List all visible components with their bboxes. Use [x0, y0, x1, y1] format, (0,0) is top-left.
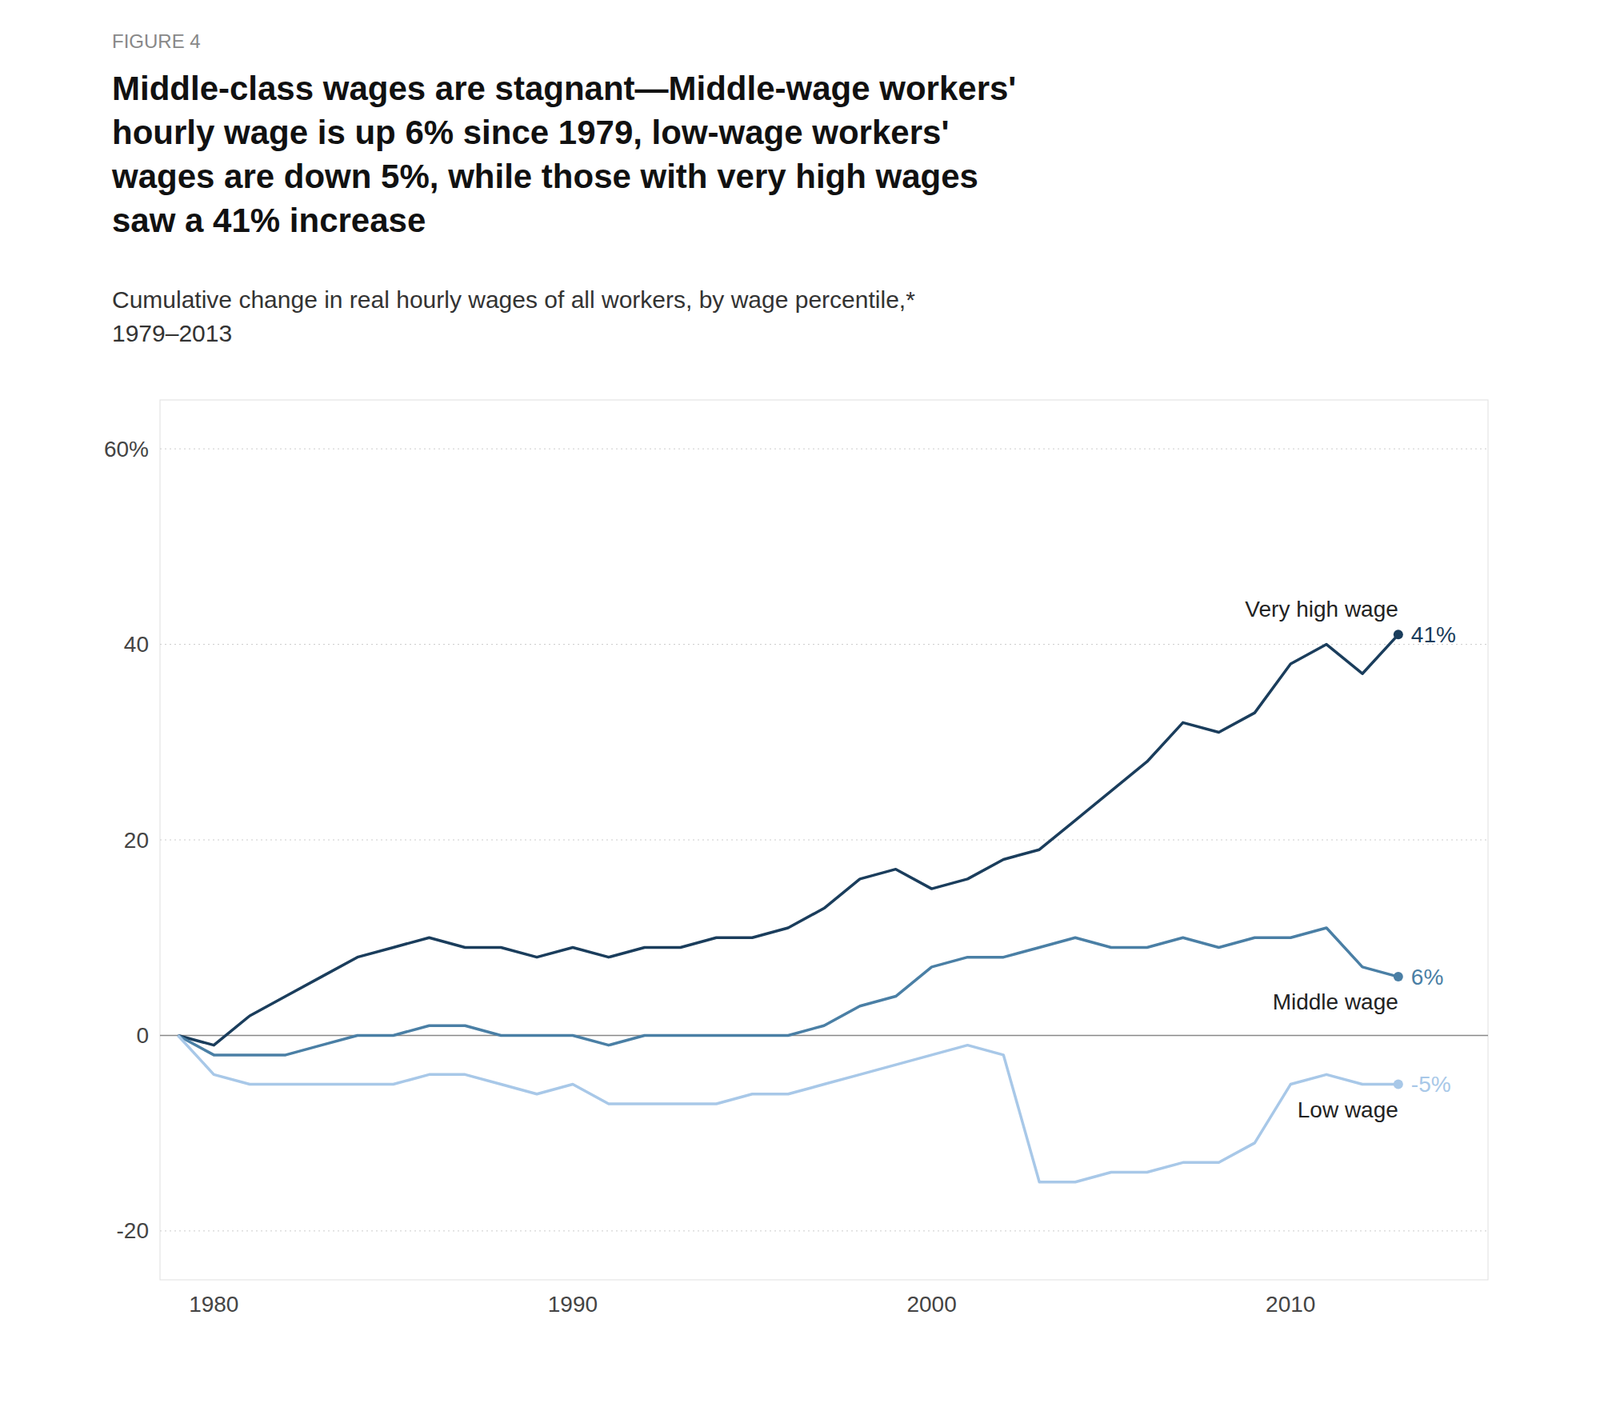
y-tick-label: -20	[116, 1218, 149, 1244]
title: Middle-class wages are stagnant—Middle-w…	[111, 69, 1016, 240]
end-label: 6%	[1411, 964, 1444, 990]
series-label: Low wage	[1297, 1097, 1399, 1123]
end-label: 41%	[1411, 622, 1456, 648]
series-label: Very high wage	[1244, 596, 1398, 622]
end-point	[1393, 629, 1404, 640]
grid-line	[160, 644, 1488, 645]
x-tick-label: 2000	[906, 1292, 956, 1317]
y-tick-label: 0	[136, 1023, 149, 1048]
series-label: Middle wage	[1272, 989, 1399, 1015]
series-line	[177, 634, 1398, 1045]
figure-label: FIGURE 4	[112, 30, 201, 52]
marks	[177, 629, 1403, 1182]
x-tick-label: 2010	[1265, 1292, 1316, 1317]
y-tick-label: 20	[124, 828, 149, 853]
grid-line	[160, 840, 1488, 841]
y-tick-label: 40	[124, 632, 149, 657]
x-tick-label: 1980	[188, 1292, 239, 1317]
grid-line	[160, 448, 1488, 450]
end-point	[1393, 1080, 1404, 1090]
end-point	[1393, 972, 1404, 982]
chart: FIGURE 4 Middle-class wages are stagnant—…	[0, 0, 1600, 1403]
subtitle: Cumulative change in real hourly wages o…	[112, 286, 916, 347]
y-tick-label: 60%	[104, 436, 149, 462]
series-line	[177, 928, 1398, 1056]
grid-line	[160, 1230, 1488, 1232]
plot-frame	[160, 400, 1488, 1280]
end-label: -5%	[1411, 1072, 1452, 1097]
x-tick-label: 1990	[548, 1292, 598, 1317]
series-line	[177, 1035, 1398, 1182]
